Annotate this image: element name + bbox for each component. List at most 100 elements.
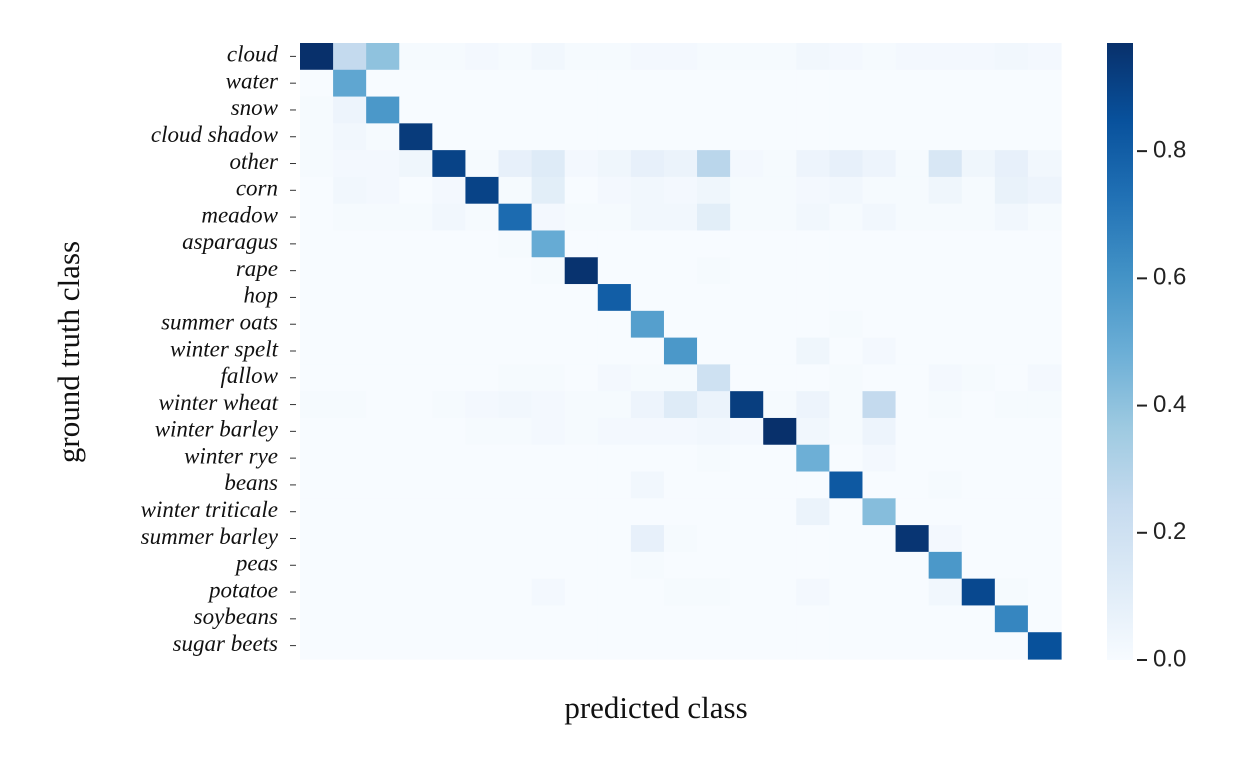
heatmap-cell xyxy=(862,417,897,446)
heatmap-cell xyxy=(498,96,533,124)
heatmap-cell xyxy=(366,176,400,205)
heatmap-cell xyxy=(895,203,930,232)
heatmap-cell xyxy=(663,257,698,285)
heatmap-cell xyxy=(366,337,400,365)
heatmap-cell xyxy=(663,203,698,232)
heatmap-cell xyxy=(796,632,830,660)
heatmap-cell xyxy=(730,578,764,607)
heatmap-cell xyxy=(432,498,467,526)
heatmap-cell xyxy=(531,176,566,205)
heatmap-cell xyxy=(498,391,533,419)
heatmap-cell xyxy=(630,96,665,124)
heatmap-cell xyxy=(763,525,797,553)
heatmap-cell xyxy=(498,257,533,285)
heatmap-cell xyxy=(730,150,764,178)
heatmap-cell xyxy=(399,444,433,473)
heatmap-cell xyxy=(796,96,830,124)
heatmap-cell xyxy=(862,525,897,553)
heatmap-cell xyxy=(730,551,764,580)
heatmap-cell xyxy=(597,203,632,232)
heatmap-cell xyxy=(399,69,433,98)
heatmap-cell xyxy=(730,203,764,232)
heatmap-cell xyxy=(498,444,533,473)
heatmap-cell xyxy=(498,284,533,312)
heatmap-cell xyxy=(399,203,433,232)
heatmap-cell xyxy=(961,69,996,98)
heatmap-cell xyxy=(763,150,797,178)
heatmap-cell xyxy=(300,257,334,285)
heatmap-cell xyxy=(432,176,467,205)
heatmap-cell xyxy=(300,391,334,419)
heatmap-cell xyxy=(862,257,897,285)
heatmap-cell xyxy=(399,632,433,660)
heatmap-cell xyxy=(1027,123,1062,151)
heatmap-cell xyxy=(763,284,797,312)
heatmap-cell xyxy=(697,525,731,553)
heatmap-cell xyxy=(300,578,334,607)
heatmap-cell xyxy=(829,391,864,419)
row-label: winter barley xyxy=(155,417,279,442)
heatmap-cell xyxy=(763,69,797,98)
heatmap-cell xyxy=(829,230,864,258)
heatmap-cell xyxy=(366,578,400,607)
heatmap-cell xyxy=(895,471,930,499)
heatmap-cell xyxy=(730,632,764,660)
heatmap-cell xyxy=(895,632,930,660)
heatmap-cell xyxy=(630,69,665,98)
heatmap-cell xyxy=(663,43,698,71)
heatmap-cell xyxy=(895,310,930,339)
heatmap-cell xyxy=(465,444,500,473)
heatmap-cell xyxy=(630,203,665,232)
heatmap-cell xyxy=(763,203,797,232)
heatmap-cell xyxy=(862,230,897,258)
heatmap-cell xyxy=(994,525,1029,553)
heatmap-cell xyxy=(333,605,367,633)
heatmap-cell xyxy=(630,43,665,71)
heatmap-cell xyxy=(1027,364,1062,392)
heatmap-cell xyxy=(994,123,1029,151)
heatmap-cell xyxy=(994,150,1029,178)
heatmap-cell xyxy=(465,498,500,526)
heatmap-cell xyxy=(697,69,731,98)
heatmap-cell xyxy=(597,310,632,339)
heatmap-cell xyxy=(333,96,367,124)
heatmap-cell xyxy=(928,578,963,607)
heatmap-cell xyxy=(928,43,963,71)
heatmap-cell xyxy=(663,417,698,446)
heatmap-cell xyxy=(531,605,566,633)
heatmap-cell xyxy=(961,551,996,580)
heatmap-cell xyxy=(697,123,731,151)
heatmap-cell xyxy=(796,578,830,607)
heatmap-cell xyxy=(1027,69,1062,98)
heatmap-cell xyxy=(862,605,897,633)
heatmap-cell xyxy=(366,284,400,312)
heatmap-cell xyxy=(994,176,1029,205)
heatmap-cell xyxy=(730,176,764,205)
heatmap-cell xyxy=(300,284,334,312)
heatmap-cell xyxy=(432,605,467,633)
heatmap-cell xyxy=(531,123,566,151)
heatmap-cell xyxy=(697,364,731,392)
heatmap-cell xyxy=(763,632,797,660)
heatmap-cell xyxy=(994,310,1029,339)
heatmap-cell xyxy=(366,123,400,151)
heatmap-cell xyxy=(895,69,930,98)
heatmap-cell xyxy=(928,150,963,178)
heatmap-cell xyxy=(498,203,533,232)
heatmap-cell xyxy=(531,337,566,365)
heatmap-cell xyxy=(597,337,632,365)
heatmap-cell xyxy=(1027,551,1062,580)
heatmap-cell xyxy=(630,257,665,285)
heatmap-cell xyxy=(597,284,632,312)
heatmap-cells xyxy=(300,43,1062,660)
heatmap-cell xyxy=(895,176,930,205)
heatmap-cell xyxy=(829,417,864,446)
row-label: water xyxy=(226,68,279,93)
heatmap-cell xyxy=(300,364,334,392)
heatmap-cell xyxy=(498,43,533,71)
heatmap-cell xyxy=(862,123,897,151)
heatmap-cell xyxy=(498,230,533,258)
heatmap-cell xyxy=(1027,230,1062,258)
